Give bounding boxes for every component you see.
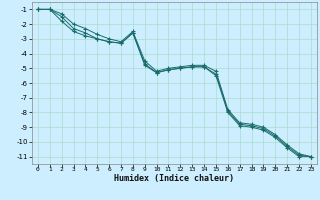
X-axis label: Humidex (Indice chaleur): Humidex (Indice chaleur) [115,174,234,183]
